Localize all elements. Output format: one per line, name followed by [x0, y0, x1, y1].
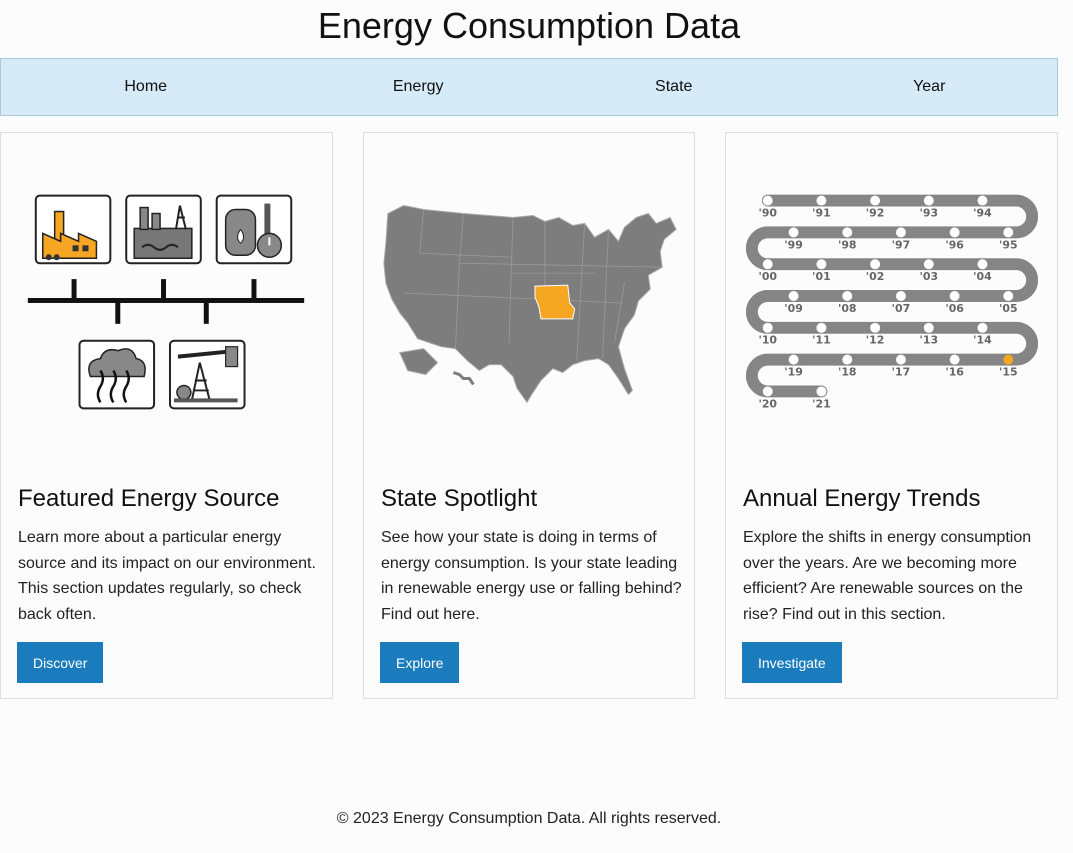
timeline-year-label: '95: [999, 238, 1018, 251]
timeline-dot: [923, 195, 934, 206]
timeline-year-label: '11: [812, 334, 831, 347]
main-navbar: Home Energy State Year: [0, 58, 1058, 116]
timeline-dot: [788, 354, 799, 365]
timeline-dot: [895, 291, 906, 301]
timeline-dot: [977, 195, 988, 206]
nav-item-energy[interactable]: Energy: [392, 78, 444, 95]
timeline-year-label: '08: [838, 302, 857, 315]
timeline-dot: [788, 291, 799, 301]
card-title: Annual Energy Trends: [743, 485, 981, 512]
timeline-dot: [762, 386, 773, 397]
timeline-dot: [977, 259, 988, 270]
timeline-year-label: '10: [758, 334, 777, 347]
card-description: See how your state is doing in terms of …: [381, 529, 682, 623]
timeline-dot: [923, 259, 934, 270]
card-title: Featured Energy Source: [18, 485, 280, 512]
investigate-button[interactable]: Investigate: [742, 642, 842, 683]
timeline-dot: [816, 195, 827, 206]
featured-energy-card: Featured Energy Source Learn more about …: [0, 132, 333, 699]
timeline-year-label: '17: [892, 366, 911, 379]
timeline-year-label: '99: [784, 238, 803, 251]
timeline-dot: [816, 322, 827, 333]
oil-pump-icon: [168, 339, 246, 410]
timeline-dot: [762, 259, 773, 270]
gas-tank-icon: [215, 194, 293, 265]
timeline-year-label: '14: [973, 334, 992, 347]
timeline-dot: [895, 227, 906, 238]
footer-text: © 2023 Energy Consumption Data. All righ…: [336, 810, 722, 827]
timeline-year-label: '13: [920, 334, 939, 347]
factory-icon: [34, 194, 112, 265]
timeline-year-label: '12: [866, 334, 885, 347]
nav-item-year[interactable]: Year: [913, 78, 946, 95]
timeline-dot: [870, 259, 881, 270]
connector-lines: [27, 279, 305, 324]
timeline-year-label: '03: [920, 270, 939, 283]
timeline-dot: [949, 354, 960, 365]
timeline-dot: [762, 195, 773, 206]
timeline-dot: [1003, 291, 1014, 301]
highlighted-state: [534, 284, 576, 320]
timeline-year-label: '02: [866, 270, 885, 283]
page-title: Energy Consumption Data: [317, 5, 741, 46]
timeline-dot: [1003, 227, 1014, 238]
card-title: State Spotlight: [381, 485, 538, 512]
timeline-dot: [816, 259, 827, 270]
timeline-illustration: '90 '91 '92 '93 '94 '99 '98 '97 '96 '95 '00 '01 '02 '…: [745, 194, 1039, 410]
timeline-year-label: '06: [945, 302, 964, 315]
timeline-year-label: '96: [945, 238, 964, 251]
timeline-year-label: '98: [838, 238, 857, 251]
explore-button[interactable]: Explore: [380, 642, 460, 683]
timeline-year-label: '00: [758, 270, 777, 283]
timeline-year-label: '90: [758, 206, 777, 219]
timeline-year-label: '05: [999, 302, 1018, 315]
timeline-year-label: '19: [784, 366, 803, 379]
timeline-year-label: '92: [866, 206, 885, 219]
geothermal-icon: [78, 339, 156, 410]
timeline-dot: [816, 386, 827, 397]
nav-item-home[interactable]: Home: [124, 78, 168, 95]
timeline-year-label: '15: [999, 366, 1018, 379]
timeline-year-label: '94: [973, 206, 992, 219]
timeline-dot: [895, 354, 906, 365]
timeline-track: [745, 194, 1039, 398]
annual-trends-card: '90 '91 '92 '93 '94 '99 '98 '97 '96 '95 '00 '01 '02 '…: [725, 132, 1058, 699]
timeline-dot: [870, 322, 881, 333]
timeline-year-label: '18: [838, 366, 857, 379]
timeline-dot: [1003, 354, 1014, 365]
us-map-icon: [383, 205, 677, 404]
timeline-year-label: '01: [812, 270, 831, 283]
timeline-year-label: '97: [892, 238, 911, 251]
discover-button[interactable]: Discover: [17, 642, 104, 683]
timeline-dot: [842, 354, 853, 365]
timeline-year-label: '21: [812, 397, 831, 410]
timeline-dot: [870, 195, 881, 206]
timeline-dot: [788, 227, 799, 238]
timeline-year-label: '09: [784, 302, 803, 315]
timeline-year-label: '20: [758, 397, 777, 410]
timeline-dot: [842, 227, 853, 238]
card-description: Learn more about a particular energy sou…: [18, 529, 316, 623]
timeline-dot: [762, 322, 773, 333]
energy-sources-illustration: [27, 194, 305, 410]
timeline-year-label: '91: [812, 206, 831, 219]
us-map-illustration: [383, 205, 677, 404]
timeline-dot: [923, 322, 934, 333]
timeline-dot: [949, 291, 960, 301]
card-description: Explore the shifts in energy consumption…: [743, 529, 1032, 623]
timeline-year-label: '93: [920, 206, 939, 219]
timeline-year-label: '16: [945, 366, 964, 379]
timeline-year-label: '07: [892, 302, 911, 315]
coal-plant-icon: [125, 194, 202, 265]
state-spotlight-card: State Spotlight See how your state is do…: [363, 132, 695, 699]
timeline-dot: [949, 227, 960, 238]
timeline-year-label: '04: [973, 270, 992, 283]
nav-item-state[interactable]: State: [655, 78, 693, 95]
timeline-dot: [977, 322, 988, 333]
timeline-dot: [842, 291, 853, 301]
